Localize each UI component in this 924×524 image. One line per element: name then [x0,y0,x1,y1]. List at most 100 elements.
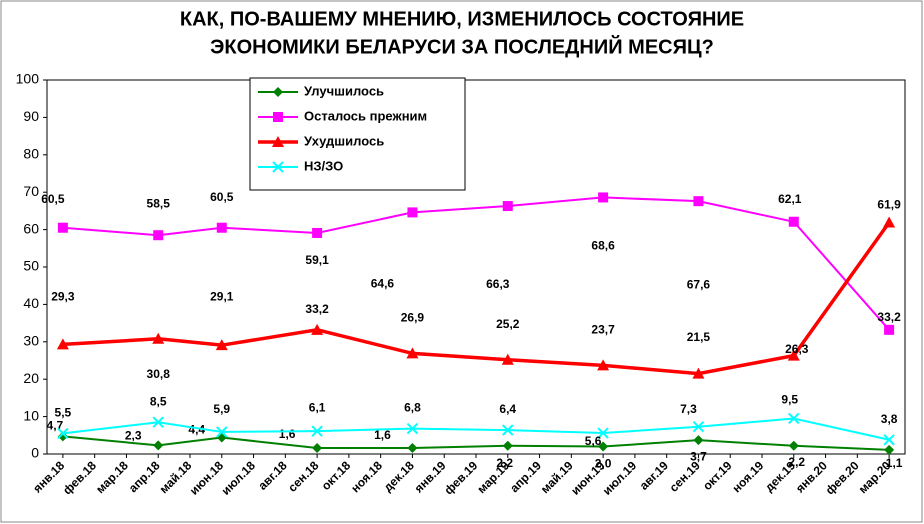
marker [407,443,418,454]
legend-label: Ухудшилось [304,133,384,148]
marker [272,136,284,147]
marker [56,338,69,350]
y-tick-label: 50 [23,258,39,274]
y-tick-label: 70 [23,183,39,199]
marker [598,441,609,452]
marker [272,161,284,173]
data-label: 2,2 [496,456,513,470]
marker [57,222,68,233]
marker [153,440,164,451]
marker [502,201,513,212]
data-label: 60,5 [41,192,65,206]
marker [152,416,164,428]
data-label: 29,1 [210,289,234,303]
marker [597,359,610,371]
data-label: 58,5 [147,196,171,210]
marker [216,222,227,233]
data-label: 60,5 [210,190,234,204]
legend-label: Осталось прежним [304,108,427,123]
plot-area [46,79,906,455]
data-label: 64,6 [371,277,395,291]
marker [788,440,799,451]
data-label: 21,5 [687,330,711,344]
marker [788,216,799,227]
y-tick-label: 90 [23,108,39,124]
data-label: 5,5 [55,406,72,420]
marker [311,425,323,437]
marker [692,367,705,379]
data-label: 6,8 [404,401,421,415]
y-tick-label: 100 [16,71,40,87]
marker [406,347,419,359]
data-label: 68,6 [591,239,615,253]
data-label: 29,3 [51,290,75,304]
data-label: 2,0 [595,457,612,471]
marker [407,207,418,218]
marker [597,427,609,439]
data-label: 59,1 [305,253,329,267]
y-tick-label: 0 [31,445,39,461]
data-label: 66,3 [486,277,510,291]
marker [273,112,283,122]
legend-label: НЗ/ЗО [304,158,343,173]
y-tick-label: 40 [23,295,39,311]
marker [884,444,895,455]
y-tick-label: 20 [23,370,39,386]
data-label: 67,6 [687,277,711,291]
data-label: 9,5 [781,393,798,407]
data-label: 3,7 [690,449,707,463]
chart-title: КАК, ПО-ВАШЕМУ МНЕНИЮ, ИЗМЕНИЛОСЬ СОСТОЯ… [180,8,744,30]
data-label: 2,3 [125,429,142,443]
marker [311,323,324,335]
marker [693,435,704,446]
series-line [62,196,890,331]
marker [788,412,800,425]
data-label: 5,9 [213,402,230,416]
series-line [62,417,890,441]
data-label: 6,4 [499,402,516,416]
data-label: 3,8 [881,412,898,426]
y-tick-label: 30 [23,333,39,349]
marker [883,216,896,228]
marker [501,353,514,365]
marker [406,422,419,435]
y-tick-label: 80 [23,146,39,162]
data-label: 7,3 [680,402,697,416]
marker [787,349,800,361]
marker [312,443,323,454]
data-label: 8,5 [150,394,167,408]
marker [502,424,514,436]
marker [884,324,895,335]
chart-title: ЭКОНОМИКИ БЕЛАРУСИ ЗА ПОСЛЕДНИЙ МЕСЯЦ? [210,34,714,58]
data-label: 62,1 [778,192,802,206]
marker [883,434,895,446]
legend-label: Улучшилось [304,83,384,98]
legend [249,77,466,191]
data-label: 2,2 [788,455,805,469]
data-label: 30,8 [147,367,171,381]
data-label: 6,1 [309,400,326,414]
data-label: 1,6 [374,428,391,442]
marker [216,426,228,438]
data-label: 1,6 [279,427,296,441]
data-label: 61,9 [877,198,901,212]
marker [153,230,164,241]
series-line [62,221,891,376]
marker [273,87,283,97]
data-label: 33,2 [305,302,329,316]
data-label: 26,9 [401,311,425,325]
marker [693,196,704,207]
y-tick-label: 60 [23,220,39,236]
series-line [62,435,890,451]
marker [598,192,609,203]
data-label: 4,4 [188,423,205,437]
y-tick-label: 10 [23,407,39,423]
marker [502,440,513,451]
marker [57,427,69,440]
marker [152,332,165,344]
data-label: 33,2 [877,310,901,324]
data-label: 5,6 [585,434,602,448]
marker [312,227,323,238]
data-label: 26,3 [785,342,809,356]
data-label: 1,1 [886,456,903,470]
